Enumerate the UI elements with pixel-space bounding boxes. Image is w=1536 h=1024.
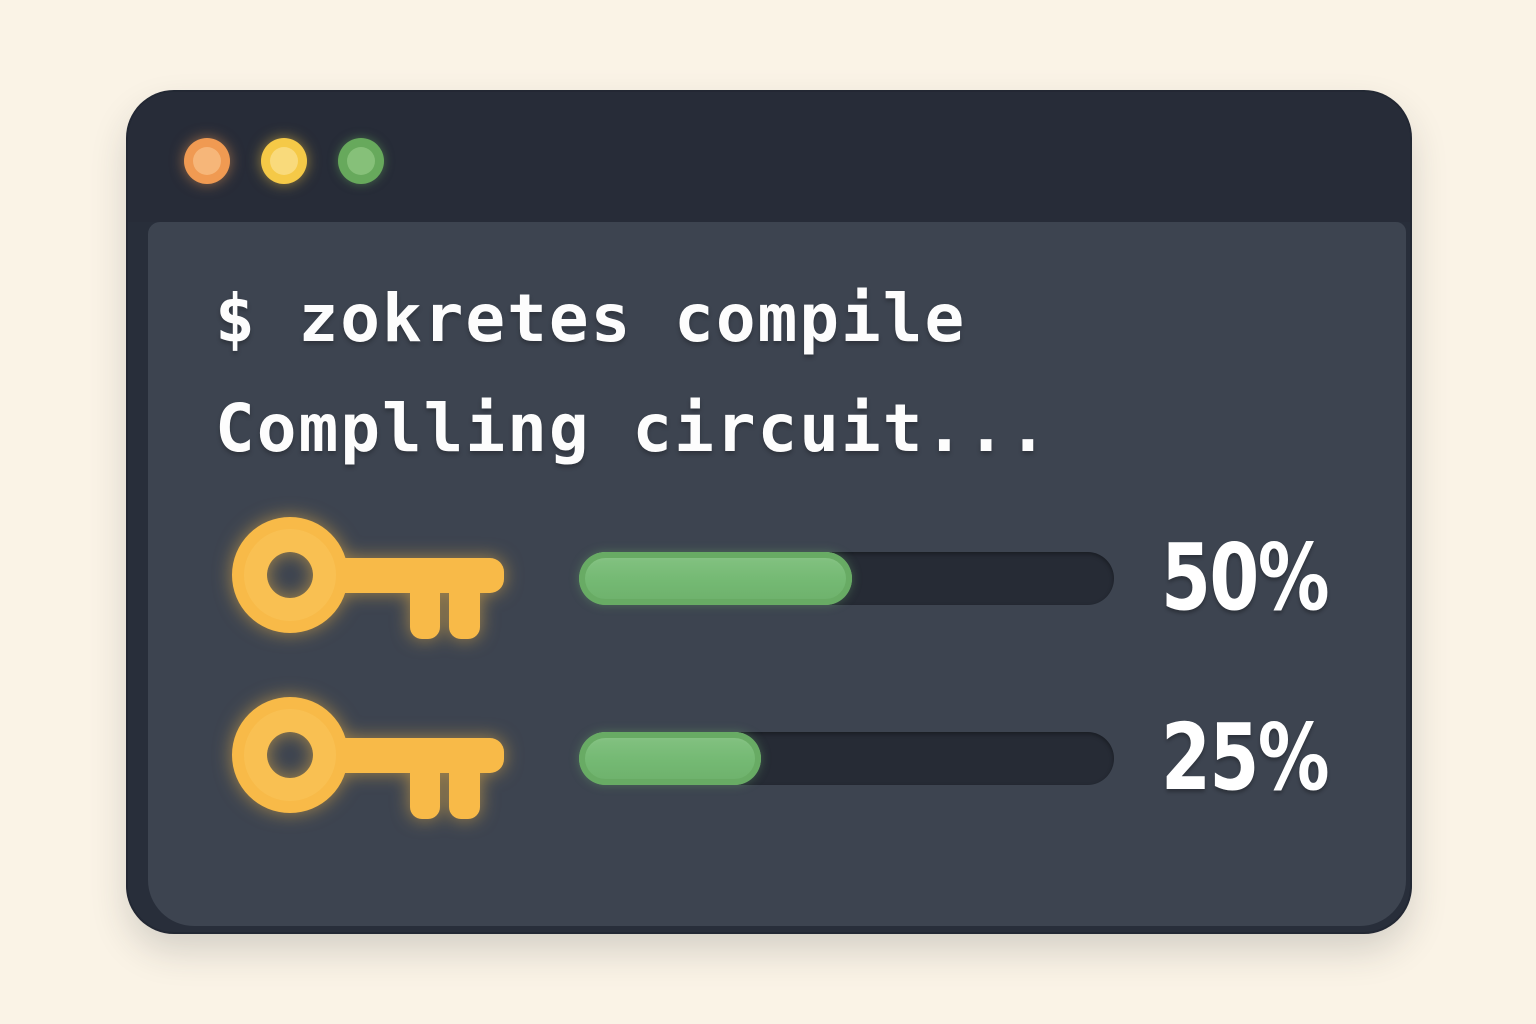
progress-bar-fill	[579, 551, 852, 605]
status-line: Complling circuit...	[215, 390, 1050, 467]
progress-bar-fill	[579, 731, 761, 785]
terminal-output: $ zokretes compile Complling circuit...	[215, 264, 1050, 484]
traffic-light-buttons	[184, 138, 384, 184]
terminal-window: $ zokretes compile Complling circuit... 5…	[128, 92, 1410, 932]
window-titlebar	[128, 92, 1410, 222]
minimize-button[interactable]	[261, 138, 307, 184]
key-icon	[232, 697, 504, 819]
progress-row: 25%	[232, 695, 1375, 821]
progress-bar-track	[579, 551, 1114, 605]
progress-bar-track	[579, 731, 1114, 785]
progress-row: 50%	[232, 515, 1375, 641]
percent-label: 50%	[1161, 524, 1330, 631]
zoom-button[interactable]	[338, 138, 384, 184]
close-button[interactable]	[184, 138, 230, 184]
terminal-body: $ zokretes compile Complling circuit... 5…	[148, 222, 1406, 926]
key-icon	[232, 517, 504, 639]
percent-label: 25%	[1161, 704, 1330, 811]
prompt-line: $ zokretes compile	[215, 280, 967, 357]
